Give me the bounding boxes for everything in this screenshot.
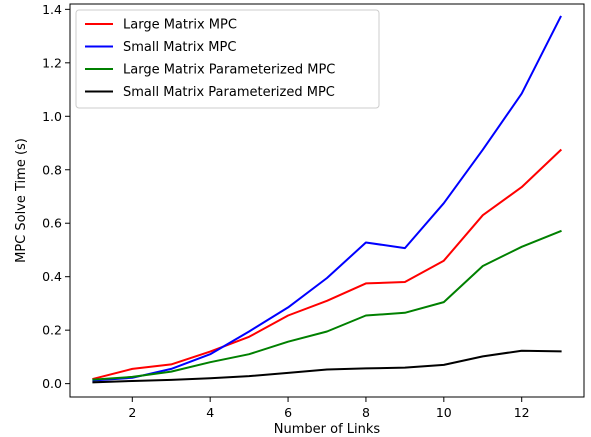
x-tick-label: 6 [284, 405, 292, 420]
y-tick-label: 0.6 [42, 216, 62, 231]
legend-label-1: Large Matrix MPC [123, 18, 237, 33]
x-tick-label: 8 [362, 405, 370, 420]
y-tick-label: 1.4 [42, 2, 62, 17]
y-axis-label: MPC Solve Time (s) [14, 138, 29, 263]
legend: Large Matrix MPC Small Matrix MPC Large Ma… [75, 9, 380, 109]
y-tick-label: 0.8 [42, 162, 62, 177]
legend-label-2: Small Matrix MPC [123, 40, 236, 55]
x-axis-label: Number of Links [274, 422, 381, 437]
y-tick-label: 1.0 [42, 109, 62, 124]
series-line-1 [92, 148, 563, 381]
x-tick-label: 2 [128, 405, 136, 420]
legend-label-3: Large Matrix Parameterized MPC [123, 63, 335, 78]
plot-lines [92, 15, 563, 384]
x-tick-label: 10 [436, 405, 452, 420]
legend-frame [75, 9, 380, 109]
x-tick-label: 4 [206, 405, 214, 420]
series-line-4 [92, 349, 562, 384]
y-tick-label: 0.4 [42, 269, 62, 284]
y-tick-label: 1.2 [42, 55, 62, 70]
y-axis-ticks: 0.0 0.2 0.4 0.6 0.8 1.0 1.2 1.4 [42, 2, 70, 391]
plot-frame [69, 3, 585, 398]
series-line-3 [92, 229, 562, 381]
x-axis-ticks: 2 4 6 8 10 12 [128, 397, 530, 420]
y-tick-label: 0.2 [42, 323, 62, 338]
y-tick-label: 0.0 [42, 376, 62, 391]
series-line-2 [92, 15, 562, 382]
legend-label-4: Small Matrix Parameterized MPC [123, 85, 335, 100]
x-tick-label: 12 [514, 405, 530, 420]
